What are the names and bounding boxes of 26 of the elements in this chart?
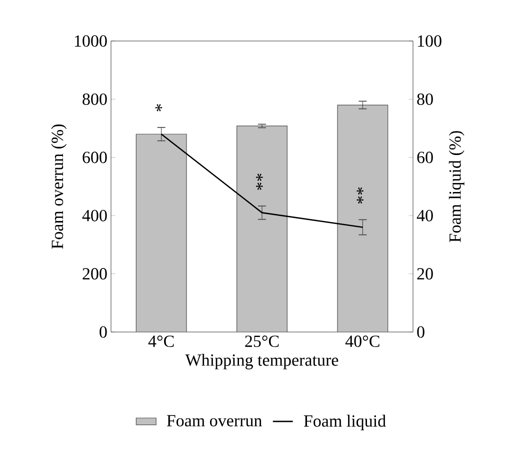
y2-axis-title: Foam liquid (%) [448, 131, 464, 242]
y2-tick-label: 60 [417, 152, 433, 164]
y2-tick-label: 100 [418, 35, 442, 47]
y-tick-label: 200 [82, 268, 107, 280]
annotation: * [155, 104, 162, 112]
x-tick-label: 25°C [245, 336, 279, 348]
y2-tick-label: 80 [417, 93, 433, 105]
y2-tick-label: 40 [416, 210, 433, 222]
x-tick-label: 40°C [345, 336, 380, 348]
annotation: ** [256, 174, 263, 190]
y-axis-title: Foam overrun (%) [51, 124, 67, 249]
bar [337, 104, 388, 332]
y2-tick-label: 0 [417, 326, 424, 338]
legend-label: Foam overrun [166, 415, 262, 426]
annotation: ** [356, 187, 364, 204]
y-tick-label: 400 [82, 210, 107, 222]
x-tick-label: 4°C [148, 336, 174, 348]
legend-label: Foam liquid [304, 414, 386, 430]
x-axis-title: Whipping temperature [185, 354, 338, 370]
y-tick-label: 600 [82, 152, 107, 164]
y-tick-label: 0 [100, 326, 107, 338]
bar [136, 134, 187, 332]
y2-tick-label: 20 [417, 268, 433, 280]
bar [236, 126, 288, 332]
y-tick-label: 1000 [74, 35, 107, 47]
y-tick-label: 800 [82, 93, 107, 105]
